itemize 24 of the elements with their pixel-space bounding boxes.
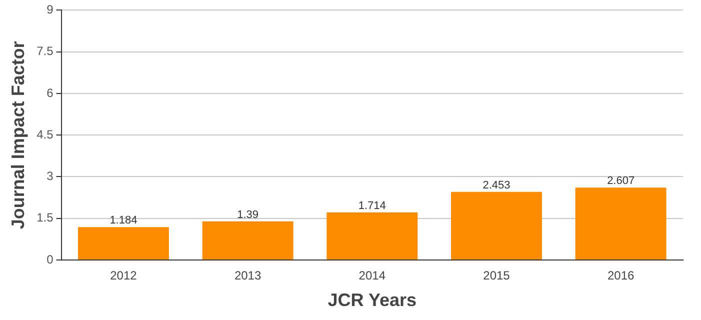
bar bbox=[326, 212, 418, 260]
bar bbox=[575, 188, 666, 260]
data-label: 1.39 bbox=[237, 208, 259, 221]
x-axis-title: JCR Years bbox=[328, 290, 417, 310]
y-tick-label: 6 bbox=[46, 86, 54, 100]
bar bbox=[451, 192, 542, 260]
data-label: 2.607 bbox=[607, 175, 635, 188]
y-tick-label: 7.5 bbox=[36, 44, 54, 58]
x-tick-label: 2013 bbox=[234, 268, 262, 283]
y-axis-title: Journal Impact Factor bbox=[8, 41, 28, 230]
x-tick-label: 2014 bbox=[358, 268, 386, 283]
data-label: 1.184 bbox=[110, 214, 138, 227]
y-tick-label: 1.5 bbox=[36, 210, 54, 225]
y-tick-label: 9 bbox=[46, 2, 54, 17]
bar bbox=[78, 227, 169, 260]
bar bbox=[202, 221, 294, 260]
data-label: 1.714 bbox=[358, 200, 386, 212]
y-tick-label: 3 bbox=[46, 169, 54, 184]
y-tick-label: 0 bbox=[46, 252, 54, 266]
x-tick-label: 2012 bbox=[110, 268, 138, 283]
x-tick-label: 2016 bbox=[607, 268, 634, 283]
x-tick-label: 2015 bbox=[483, 268, 510, 283]
y-tick-label: 4.5 bbox=[36, 127, 54, 142]
data-label: 2.453 bbox=[482, 179, 510, 192]
